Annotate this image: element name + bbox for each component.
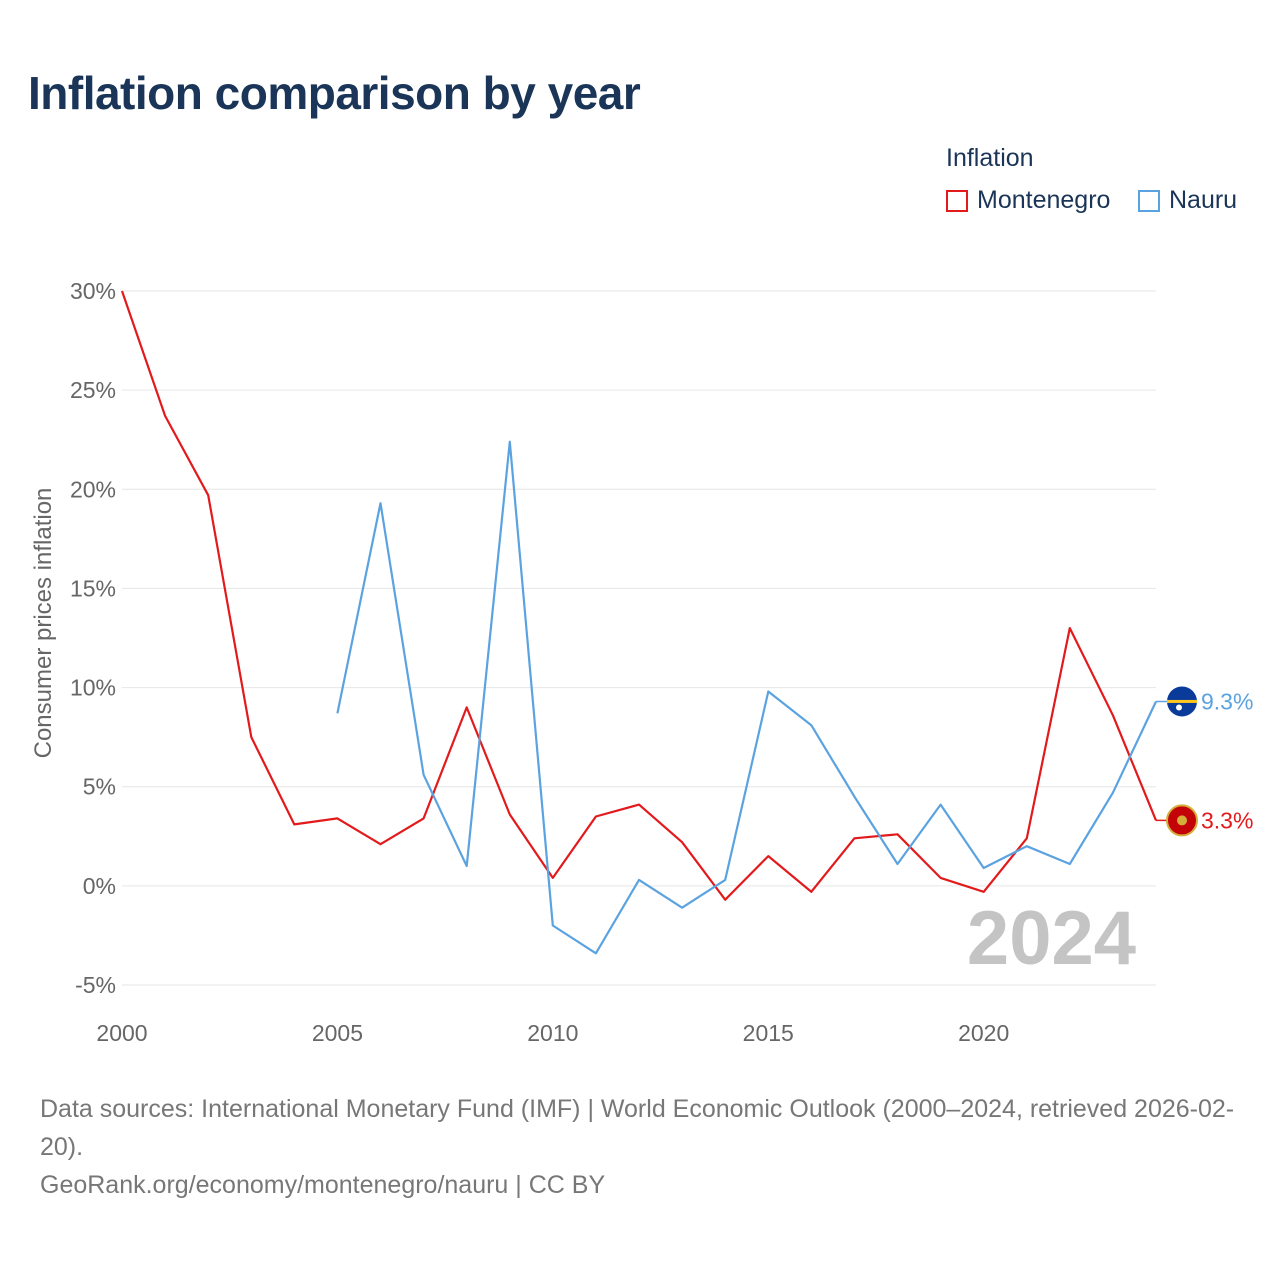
x-tick-label: 2015	[743, 1020, 794, 1046]
data-point-montenegro[interactable]	[720, 895, 730, 905]
data-point-nauru[interactable]	[763, 687, 773, 697]
legend-item-montenegro[interactable]: Montenegro	[946, 186, 1110, 215]
legend-label-montenegro: Montenegro	[977, 186, 1111, 214]
data-point-nauru[interactable]	[376, 498, 386, 508]
data-point-nauru[interactable]	[806, 720, 816, 730]
data-point-nauru[interactable]	[677, 903, 687, 913]
data-point-nauru[interactable]	[936, 800, 946, 810]
data-point-montenegro[interactable]	[893, 829, 903, 839]
legend-item-nauru[interactable]: Nauru	[1138, 186, 1237, 215]
data-point-nauru[interactable]	[893, 859, 903, 869]
x-tick-label: 2020	[958, 1020, 1009, 1046]
montenegro-flag	[1166, 804, 1198, 837]
data-point-montenegro[interactable]	[505, 809, 515, 819]
source-line-1: Data sources: International Monetary Fun…	[40, 1095, 1235, 1161]
end-value-label-montenegro: 3.3%	[1201, 807, 1253, 833]
y-tick-label: -5%	[75, 972, 116, 998]
data-point-nauru[interactable]	[634, 875, 644, 885]
end-value-label-nauru: 9.3%	[1201, 688, 1253, 714]
series-line-montenegro	[120, 290, 1158, 901]
x-tick-label: 2000	[96, 1020, 147, 1046]
series-lines	[117, 286, 1158, 958]
data-point-montenegro[interactable]	[936, 873, 946, 883]
legend-title: Inflation	[946, 144, 1034, 172]
source-line-2: GeoRank.org/economy/montenegro/nauru | C…	[40, 1171, 606, 1199]
data-point-nauru[interactable]	[419, 770, 429, 780]
data-point-nauru[interactable]	[548, 921, 558, 931]
y-tick-label: 30%	[70, 278, 116, 304]
y-tick-label: 25%	[70, 377, 116, 403]
y-tick-label: 20%	[70, 476, 116, 502]
x-tick-label: 2005	[312, 1020, 363, 1046]
y-tick-label: 15%	[70, 575, 116, 601]
data-point-montenegro[interactable]	[289, 819, 299, 829]
x-tick-label: 2010	[527, 1020, 578, 1046]
data-point-montenegro[interactable]	[246, 732, 256, 742]
y-tick-label: 5%	[83, 774, 116, 800]
y-tick-label: 0%	[83, 873, 116, 899]
chart-title: Inflation comparison by year	[28, 67, 641, 119]
data-point-montenegro[interactable]	[160, 411, 170, 421]
y-axis-label: Consumer prices inflation	[30, 488, 57, 759]
data-point-montenegro[interactable]	[462, 702, 472, 712]
data-point-nauru[interactable]	[979, 863, 989, 873]
data-point-nauru[interactable]	[1065, 859, 1075, 869]
x-axis-ticks: 2000 2005 2010 2015 2020	[96, 1020, 1009, 1046]
data-point-montenegro[interactable]	[677, 837, 687, 847]
legend-swatch-nauru	[1138, 189, 1160, 212]
data-point-nauru[interactable]	[591, 948, 601, 958]
data-point-montenegro[interactable]	[419, 813, 429, 823]
y-tick-label: 10%	[70, 675, 116, 701]
data-point-nauru[interactable]	[1022, 841, 1032, 851]
data-point-montenegro[interactable]	[203, 490, 213, 500]
series-end-markers: 3.3% 9.3%	[1156, 686, 1253, 837]
series-line-nauru	[336, 440, 1157, 955]
data-source-note: Data sources: International Monetary Fun…	[40, 1090, 1250, 1204]
data-point-montenegro[interactable]	[763, 851, 773, 861]
data-point-montenegro[interactable]	[634, 800, 644, 810]
data-point-nauru[interactable]	[462, 861, 472, 871]
data-point-montenegro[interactable]	[1065, 623, 1075, 633]
inflation-line-chart: -5%0%5%10%15%20%25%30% 2000 2005 2010 2015 2…	[30, 278, 1253, 1046]
data-point-montenegro[interactable]	[806, 887, 816, 897]
data-point-nauru[interactable]	[1108, 788, 1118, 798]
data-point-montenegro[interactable]	[1108, 710, 1118, 720]
data-point-montenegro[interactable]	[332, 813, 342, 823]
year-watermark: 2024	[967, 896, 1136, 981]
data-point-nauru[interactable]	[720, 875, 730, 885]
data-point-nauru[interactable]	[849, 792, 859, 802]
y-axis-ticks: -5% 0% 5% 10% 15% 20% 25% 30%	[70, 278, 116, 998]
data-point-nauru[interactable]	[505, 437, 515, 447]
legend-swatch-montenegro	[946, 189, 968, 212]
data-point-montenegro[interactable]	[979, 887, 989, 897]
data-point-montenegro[interactable]	[849, 833, 859, 843]
data-point-montenegro[interactable]	[376, 839, 386, 849]
nauru-flag	[1167, 686, 1197, 717]
data-point-montenegro[interactable]	[117, 286, 127, 296]
grid-lines	[122, 290, 1156, 986]
legend-label-nauru: Nauru	[1169, 186, 1238, 214]
data-point-nauru[interactable]	[332, 708, 342, 718]
data-point-montenegro[interactable]	[591, 811, 601, 821]
